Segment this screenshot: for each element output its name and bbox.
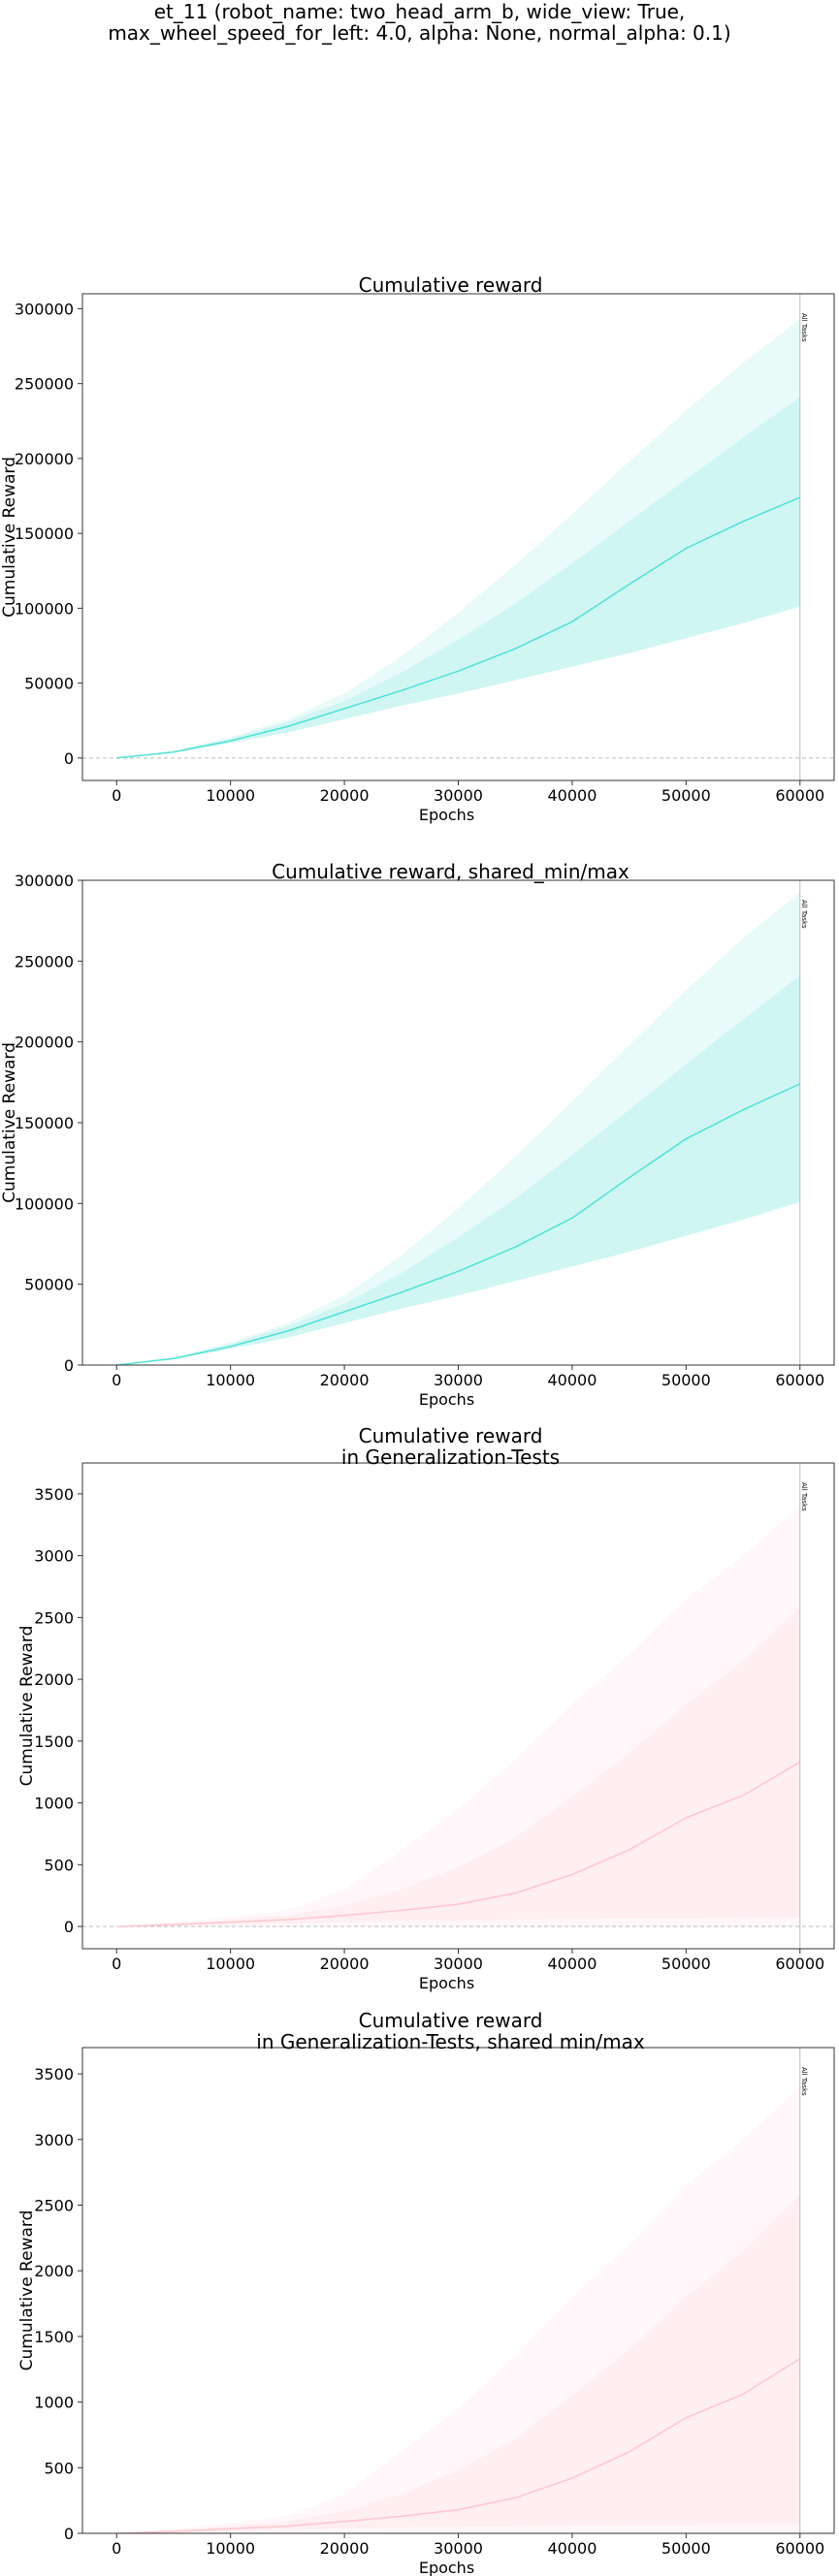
y-tick-label: 300000	[15, 872, 74, 890]
figure-suptitle-line-1: et_11 (robot_name: two_head_arm_b, wide_…	[153, 0, 686, 23]
y-axis-label: Cumulative Reward	[17, 2210, 37, 2371]
task-marker-label: All Tasks	[800, 900, 808, 929]
chart-title-line-1: Cumulative reward	[359, 1424, 543, 1447]
x-tick-label: 20000	[320, 1371, 370, 1389]
y-tick-label: 3000	[34, 2131, 74, 2149]
y-tick-label: 2500	[34, 1608, 74, 1627]
x-tick-label: 10000	[206, 1371, 255, 1389]
x-tick-label: 50000	[662, 786, 711, 805]
mean-line	[116, 496, 801, 759]
x-tick-label: 60000	[775, 1371, 824, 1389]
y-tick-label: 1500	[34, 2328, 74, 2346]
chart-2: All Tasks 0 10000 20000 30000 40000 50000 60000…	[0, 860, 835, 1409]
y-tick-label: 2500	[34, 2196, 74, 2214]
x-tick-label: 50000	[662, 2539, 711, 2558]
x-tick-label: 30000	[434, 1955, 483, 1973]
x-tick-label: 20000	[320, 786, 370, 805]
y-axis-label: Cumulative Reward	[0, 1042, 19, 1203]
y-axis-label: Cumulative Reward	[17, 1626, 37, 1787]
x-tick-label: 10000	[206, 2539, 255, 2558]
x-tick-label: 60000	[775, 1955, 824, 1973]
band-inner	[116, 397, 800, 758]
chart-title-line-2: in Generalization-Tests, shared min/max	[256, 2030, 645, 2053]
x-tick-label: 0	[112, 2539, 121, 2558]
x-axis-label: Epochs	[419, 2559, 474, 2576]
y-axis-label: Cumulative Reward	[0, 457, 19, 618]
y-tick-label: 0	[64, 2525, 74, 2543]
x-tick-label: 10000	[206, 1955, 255, 1973]
x-tick-label: 40000	[547, 1371, 597, 1389]
y-tick-label: 1500	[34, 1733, 74, 1751]
y-tick-label: 100000	[15, 599, 74, 618]
x-tick-label: 0	[112, 1955, 121, 1973]
task-marker-label: All Tasks	[800, 2067, 808, 2096]
band-outer	[116, 891, 800, 1365]
y-tick-label: 50000	[24, 675, 74, 693]
y-tick-label: 3500	[34, 1485, 74, 1504]
x-tick-label: 10000	[206, 786, 255, 805]
y-tick-label: 2000	[34, 2262, 74, 2280]
plot-area	[82, 1506, 834, 1927]
y-tick-label: 3000	[34, 1547, 74, 1566]
y-tick-label: 500	[44, 1856, 74, 1874]
x-tick-label: 60000	[775, 2539, 824, 2558]
chart-1: All Tasks 0 10000 20000 30000 40000 50000 60000…	[0, 273, 835, 824]
x-tick-label: 20000	[320, 2539, 370, 2558]
band-inner	[116, 975, 800, 1365]
x-tick-label: 50000	[662, 1371, 711, 1389]
x-axis-label: Epochs	[419, 1974, 474, 1992]
chart-title-line-2: in Generalization-Tests	[341, 1446, 560, 1469]
x-tick-label: 50000	[662, 1955, 711, 1973]
y-tick-label: 0	[64, 1918, 74, 1936]
plot-area	[82, 319, 834, 759]
y-tick-label: 2000	[34, 1670, 74, 1689]
band-outer	[116, 319, 800, 758]
y-tick-label: 3500	[34, 2065, 74, 2083]
y-tick-label: 1000	[34, 2394, 74, 2412]
chart-title-line-1: Cumulative reward	[359, 273, 543, 297]
plot-area	[82, 891, 834, 1365]
y-tick-label: 0	[64, 749, 74, 768]
plot-area	[82, 2086, 834, 2533]
y-tick-label: 100000	[15, 1194, 74, 1213]
mean-line	[116, 1083, 801, 1365]
chart-title-line-1: Cumulative reward	[359, 2009, 543, 2032]
mean-line	[116, 1761, 801, 1927]
mean-line	[116, 2358, 801, 2533]
x-tick-label: 40000	[547, 1955, 597, 1973]
x-tick-label: 60000	[775, 786, 824, 805]
x-tick-label: 40000	[547, 2539, 597, 2558]
y-tick-label: 200000	[15, 450, 74, 468]
y-tick-label: 50000	[24, 1276, 74, 1294]
y-tick-label: 1000	[34, 1795, 74, 1813]
task-marker-label: All Tasks	[800, 1482, 808, 1511]
y-tick-label: 250000	[15, 952, 74, 970]
x-tick-label: 20000	[320, 1955, 370, 1973]
x-tick-label: 30000	[434, 2539, 483, 2558]
task-marker-label: All Tasks	[800, 313, 808, 342]
y-tick-label: 200000	[15, 1034, 74, 1052]
band-inner	[116, 1607, 800, 1927]
y-tick-label: 500	[44, 2459, 74, 2477]
y-tick-label: 150000	[15, 525, 74, 543]
x-axis-label: Epochs	[419, 1390, 474, 1409]
x-tick-label: 0	[112, 786, 121, 805]
x-tick-label: 30000	[434, 786, 483, 805]
band-outer	[116, 2086, 800, 2533]
x-tick-label: 30000	[434, 1371, 483, 1389]
figure-suptitle-line-2: max_wheel_speed_for_left: 4.0, alpha: No…	[108, 21, 731, 45]
x-tick-label: 40000	[547, 786, 597, 805]
x-tick-label: 0	[112, 1371, 121, 1389]
chart-title-line-1: Cumulative reward, shared_min/max	[272, 860, 629, 883]
x-axis-label: Epochs	[419, 806, 474, 824]
y-tick-label: 300000	[15, 300, 74, 318]
band-inner	[116, 2194, 800, 2533]
y-tick-label: 250000	[15, 375, 74, 394]
y-tick-label: 150000	[15, 1114, 74, 1132]
band-outer	[116, 1506, 800, 1927]
y-tick-label: 0	[64, 1356, 74, 1375]
